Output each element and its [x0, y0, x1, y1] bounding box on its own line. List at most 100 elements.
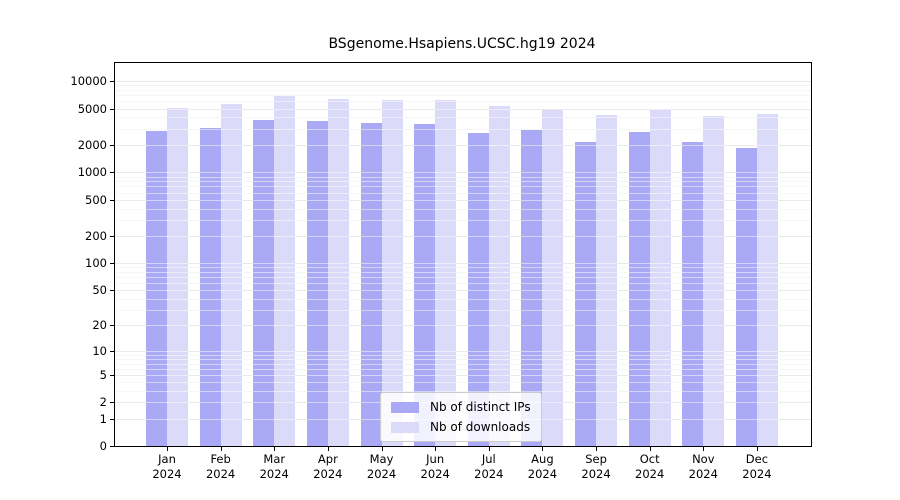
bar-downloads-sep	[596, 115, 618, 446]
y-tick	[110, 235, 115, 237]
gridline-overlay	[115, 290, 811, 292]
x-tick-label-dec: Dec 2024	[742, 452, 772, 481]
legend-label-downloads: Nb of downloads	[430, 420, 531, 434]
y-tick-label: 10	[92, 344, 107, 359]
x-tick-label-apr: Apr 2024	[313, 452, 343, 481]
legend: Nb of distinct IPs Nb of downloads	[380, 392, 542, 442]
gridline-overlay	[115, 199, 811, 201]
x-tick	[381, 446, 383, 451]
bar-downloads-nov	[703, 115, 725, 446]
gridline-overlay	[115, 219, 811, 221]
y-tick-label: 2	[99, 395, 107, 410]
x-tick-label-sep: Sep 2024	[581, 452, 611, 481]
legend-swatch-downloads	[391, 421, 419, 433]
y-tick-label: 1	[99, 411, 107, 426]
bar-downloads-dec	[756, 113, 778, 446]
y-tick	[110, 290, 115, 292]
gridline-overlay	[115, 172, 811, 174]
x-tick	[274, 446, 276, 451]
gridline-overlay	[115, 263, 811, 265]
y-tick	[110, 81, 115, 83]
gridline-overlay	[115, 368, 811, 370]
y-tick	[110, 351, 115, 353]
x-tick-label-nov: Nov 2024	[688, 452, 718, 481]
gridline-overlay	[115, 283, 811, 285]
x-tick	[167, 446, 168, 451]
y-tick	[110, 446, 115, 447]
gridline-overlay	[115, 117, 811, 119]
x-tick	[649, 446, 651, 451]
bar-distinct-ips-sep	[575, 141, 597, 446]
gridline-overlay	[115, 391, 811, 393]
y-tick	[110, 418, 115, 420]
y-tick	[110, 172, 115, 174]
plot-area: Nb of distinct IPs Nb of downloads 1000 0…	[70, 62, 812, 481]
bar-distinct-ips-jan	[146, 130, 167, 446]
legend-label-distinct-ips: Nb of distinct IPs	[430, 400, 531, 414]
x-tick	[435, 446, 437, 451]
bar-distinct-ips-feb	[199, 128, 221, 446]
y-tick-label: 5	[99, 368, 107, 383]
y-tick	[110, 402, 115, 404]
bar-downloads-jul	[488, 105, 510, 446]
bar-distinct-ips-may	[360, 123, 382, 446]
gridline-overlay	[115, 208, 811, 210]
y-tick	[110, 263, 115, 265]
x-tick-label-oct: Oct 2024	[635, 452, 665, 481]
x-tick	[596, 446, 598, 451]
gridline-overlay	[115, 267, 811, 269]
gridline-overlay	[115, 363, 811, 365]
bar-downloads-mar	[274, 96, 296, 446]
y-tick	[110, 108, 115, 110]
gridline-overlay	[115, 358, 811, 360]
gridline-overlay	[115, 235, 811, 237]
x-tick	[756, 446, 758, 451]
x-tick-label-feb: Feb 2024	[205, 452, 236, 481]
x-tick	[488, 446, 490, 451]
x-tick	[542, 446, 544, 451]
gridline-overlay	[115, 271, 811, 273]
gridline-overlay	[115, 181, 811, 183]
y-tick	[110, 199, 115, 201]
y-tick-label: 0	[99, 439, 107, 453]
y-tick	[110, 375, 115, 377]
bar-distinct-ips-nov	[682, 141, 704, 446]
gridline-overlay	[115, 108, 811, 110]
gridline-overlay	[115, 144, 811, 146]
gridline-overlay	[115, 325, 811, 327]
gridline-overlay	[115, 277, 811, 279]
gridline-overlay	[115, 81, 811, 83]
x-tick	[327, 446, 329, 451]
bar-distinct-ips-jun	[414, 123, 436, 446]
x-tick	[220, 446, 222, 451]
gridline-overlay	[115, 186, 811, 188]
y-tick-label: 20	[92, 318, 107, 333]
chart-title: BSgenome.Hsapiens.UCSC.hg19 2024	[328, 36, 596, 52]
gridline-overlay	[115, 176, 811, 178]
x-tick-label-may: May 2024	[366, 452, 397, 481]
gridline-overlay	[115, 128, 811, 130]
gridline-overlay	[115, 309, 811, 311]
bar-distinct-ips-jul	[467, 132, 489, 446]
x-tick-label-jun: Jun 2024	[420, 452, 450, 481]
y-tick-label: 5000	[77, 101, 107, 116]
y-tick	[110, 144, 115, 146]
y-tick-label: 50	[92, 283, 107, 298]
y-tick-label: 1000	[77, 165, 107, 180]
legend-swatch-distinct-ips	[391, 401, 419, 413]
bar-downloads-feb	[220, 103, 242, 446]
y-tick	[110, 325, 115, 327]
gridline-overlay	[115, 95, 811, 97]
gridline-overlay	[115, 351, 811, 353]
bar-distinct-ips-oct	[628, 131, 650, 446]
gridline-overlay	[115, 90, 811, 92]
legend-item-distinct-ips: Nb of distinct IPs	[391, 400, 531, 414]
x-tick-label-aug: Aug 2024	[527, 452, 558, 481]
bar-distinct-ips-dec	[735, 147, 757, 446]
y-tick-label: 2000	[77, 137, 107, 152]
gridline-overlay	[115, 85, 811, 87]
gridline-overlay	[115, 101, 811, 103]
x-tick-label-mar: Mar 2024	[259, 452, 289, 481]
y-tick-label: 100	[85, 256, 107, 271]
